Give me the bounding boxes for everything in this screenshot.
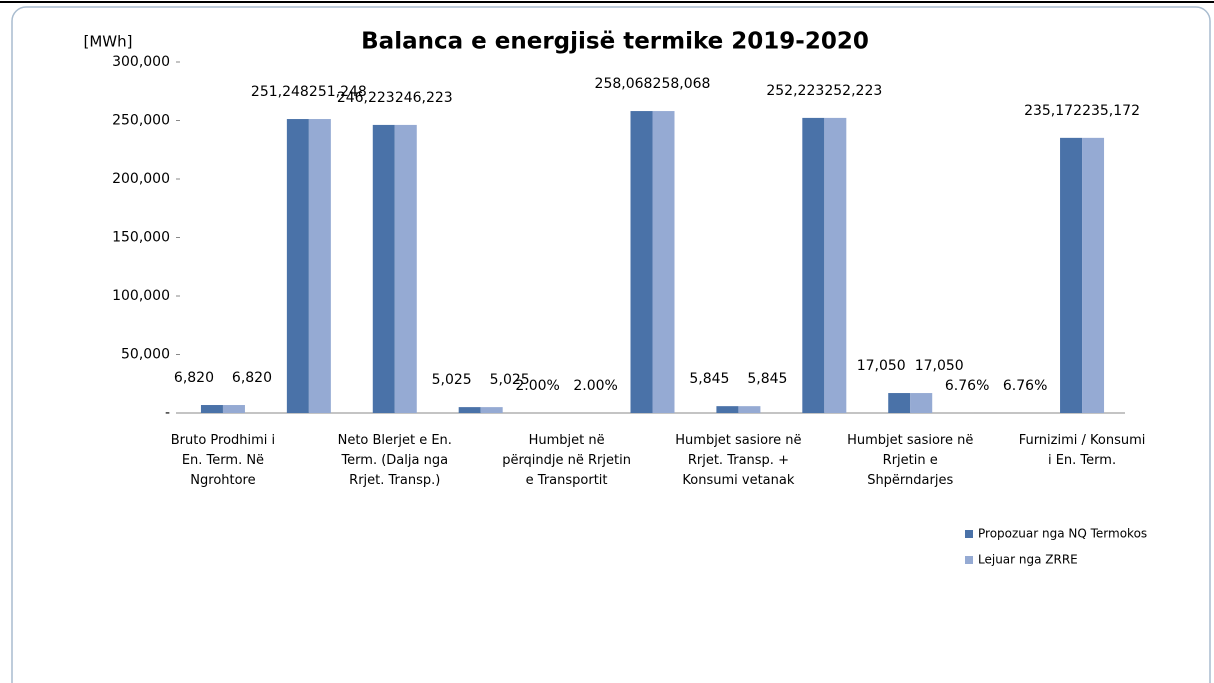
legend-label: Propozuar nga NQ Termokos [978,527,1147,541]
data-label: 6.76% [1003,378,1047,394]
x-tick-label: Humbjet sasiore në Rrjetin e Shpërndarje… [847,433,974,488]
bar [222,405,245,413]
bar [308,119,331,413]
data-label: 2.00% [573,378,617,394]
data-label: 5,845 [689,371,729,387]
data-label: 5,025 [490,372,530,388]
data-label: 235,172 [1082,103,1140,119]
chart-title: Balanca e energjisë termike 2019-2020 [361,29,869,55]
bar [286,119,309,413]
data-label: 17,050 [915,358,964,374]
x-tick-label: Humbjet në përqindje në Rrjetin e Transp… [502,433,631,488]
data-label: 258,068 [595,76,653,92]
bar [394,124,417,413]
bar [824,117,847,413]
y-axis-label: [MWh] [84,33,133,51]
bar [1082,137,1105,413]
bar [200,405,223,413]
y-tick-label: 200,000 [112,171,170,187]
data-label: 251,248 [309,84,367,100]
data-label: 252,223 [766,83,824,99]
bar [910,393,933,413]
data-label: 235,172 [1024,103,1082,119]
x-tick-label: Neto Blerjet e En. Term. (Dalja nga Rrje… [337,433,452,488]
data-label: 246,223 [337,90,395,106]
x-tick-label: Humbjet sasiore në Rrjet. Transp. + Kons… [675,433,802,488]
data-label: 17,050 [857,358,906,374]
bar [630,111,653,414]
data-label: 252,223 [824,83,882,99]
bar [802,117,825,413]
y-tick-label: 50,000 [121,347,170,363]
data-label: 258,068 [653,76,711,92]
bar [1060,137,1083,413]
data-label: 6,820 [174,370,214,386]
bar [458,407,481,413]
data-label: 2.00% [515,378,559,394]
data-label: 5,025 [432,372,472,388]
bar [738,406,761,413]
x-tick-label: Furnizimi / Konsumi i En. Term. [1018,433,1146,468]
y-tick-label: 100,000 [112,288,170,304]
legend-swatch [965,556,973,564]
y-tick-label: 300,000 [112,54,170,70]
data-label: 5,845 [747,371,787,387]
x-tick-label: Bruto Prodhimi i En. Term. Në Ngrohtore [170,433,276,488]
bar [652,111,675,414]
legend-swatch [965,530,973,538]
bar [888,393,911,413]
chart-frame [11,6,1211,683]
bar [372,124,395,413]
data-label: 251,248 [251,84,309,100]
data-label: 6.76% [945,378,989,394]
bar [480,407,503,413]
bar [716,406,739,413]
y-tick-label: - [165,405,170,421]
y-tick-label: 250,000 [112,113,170,129]
legend-label: Lejuar nga ZRRE [978,553,1078,567]
data-label: 246,223 [395,90,453,106]
data-label: 6,820 [232,370,272,386]
y-tick-label: 150,000 [112,230,170,246]
